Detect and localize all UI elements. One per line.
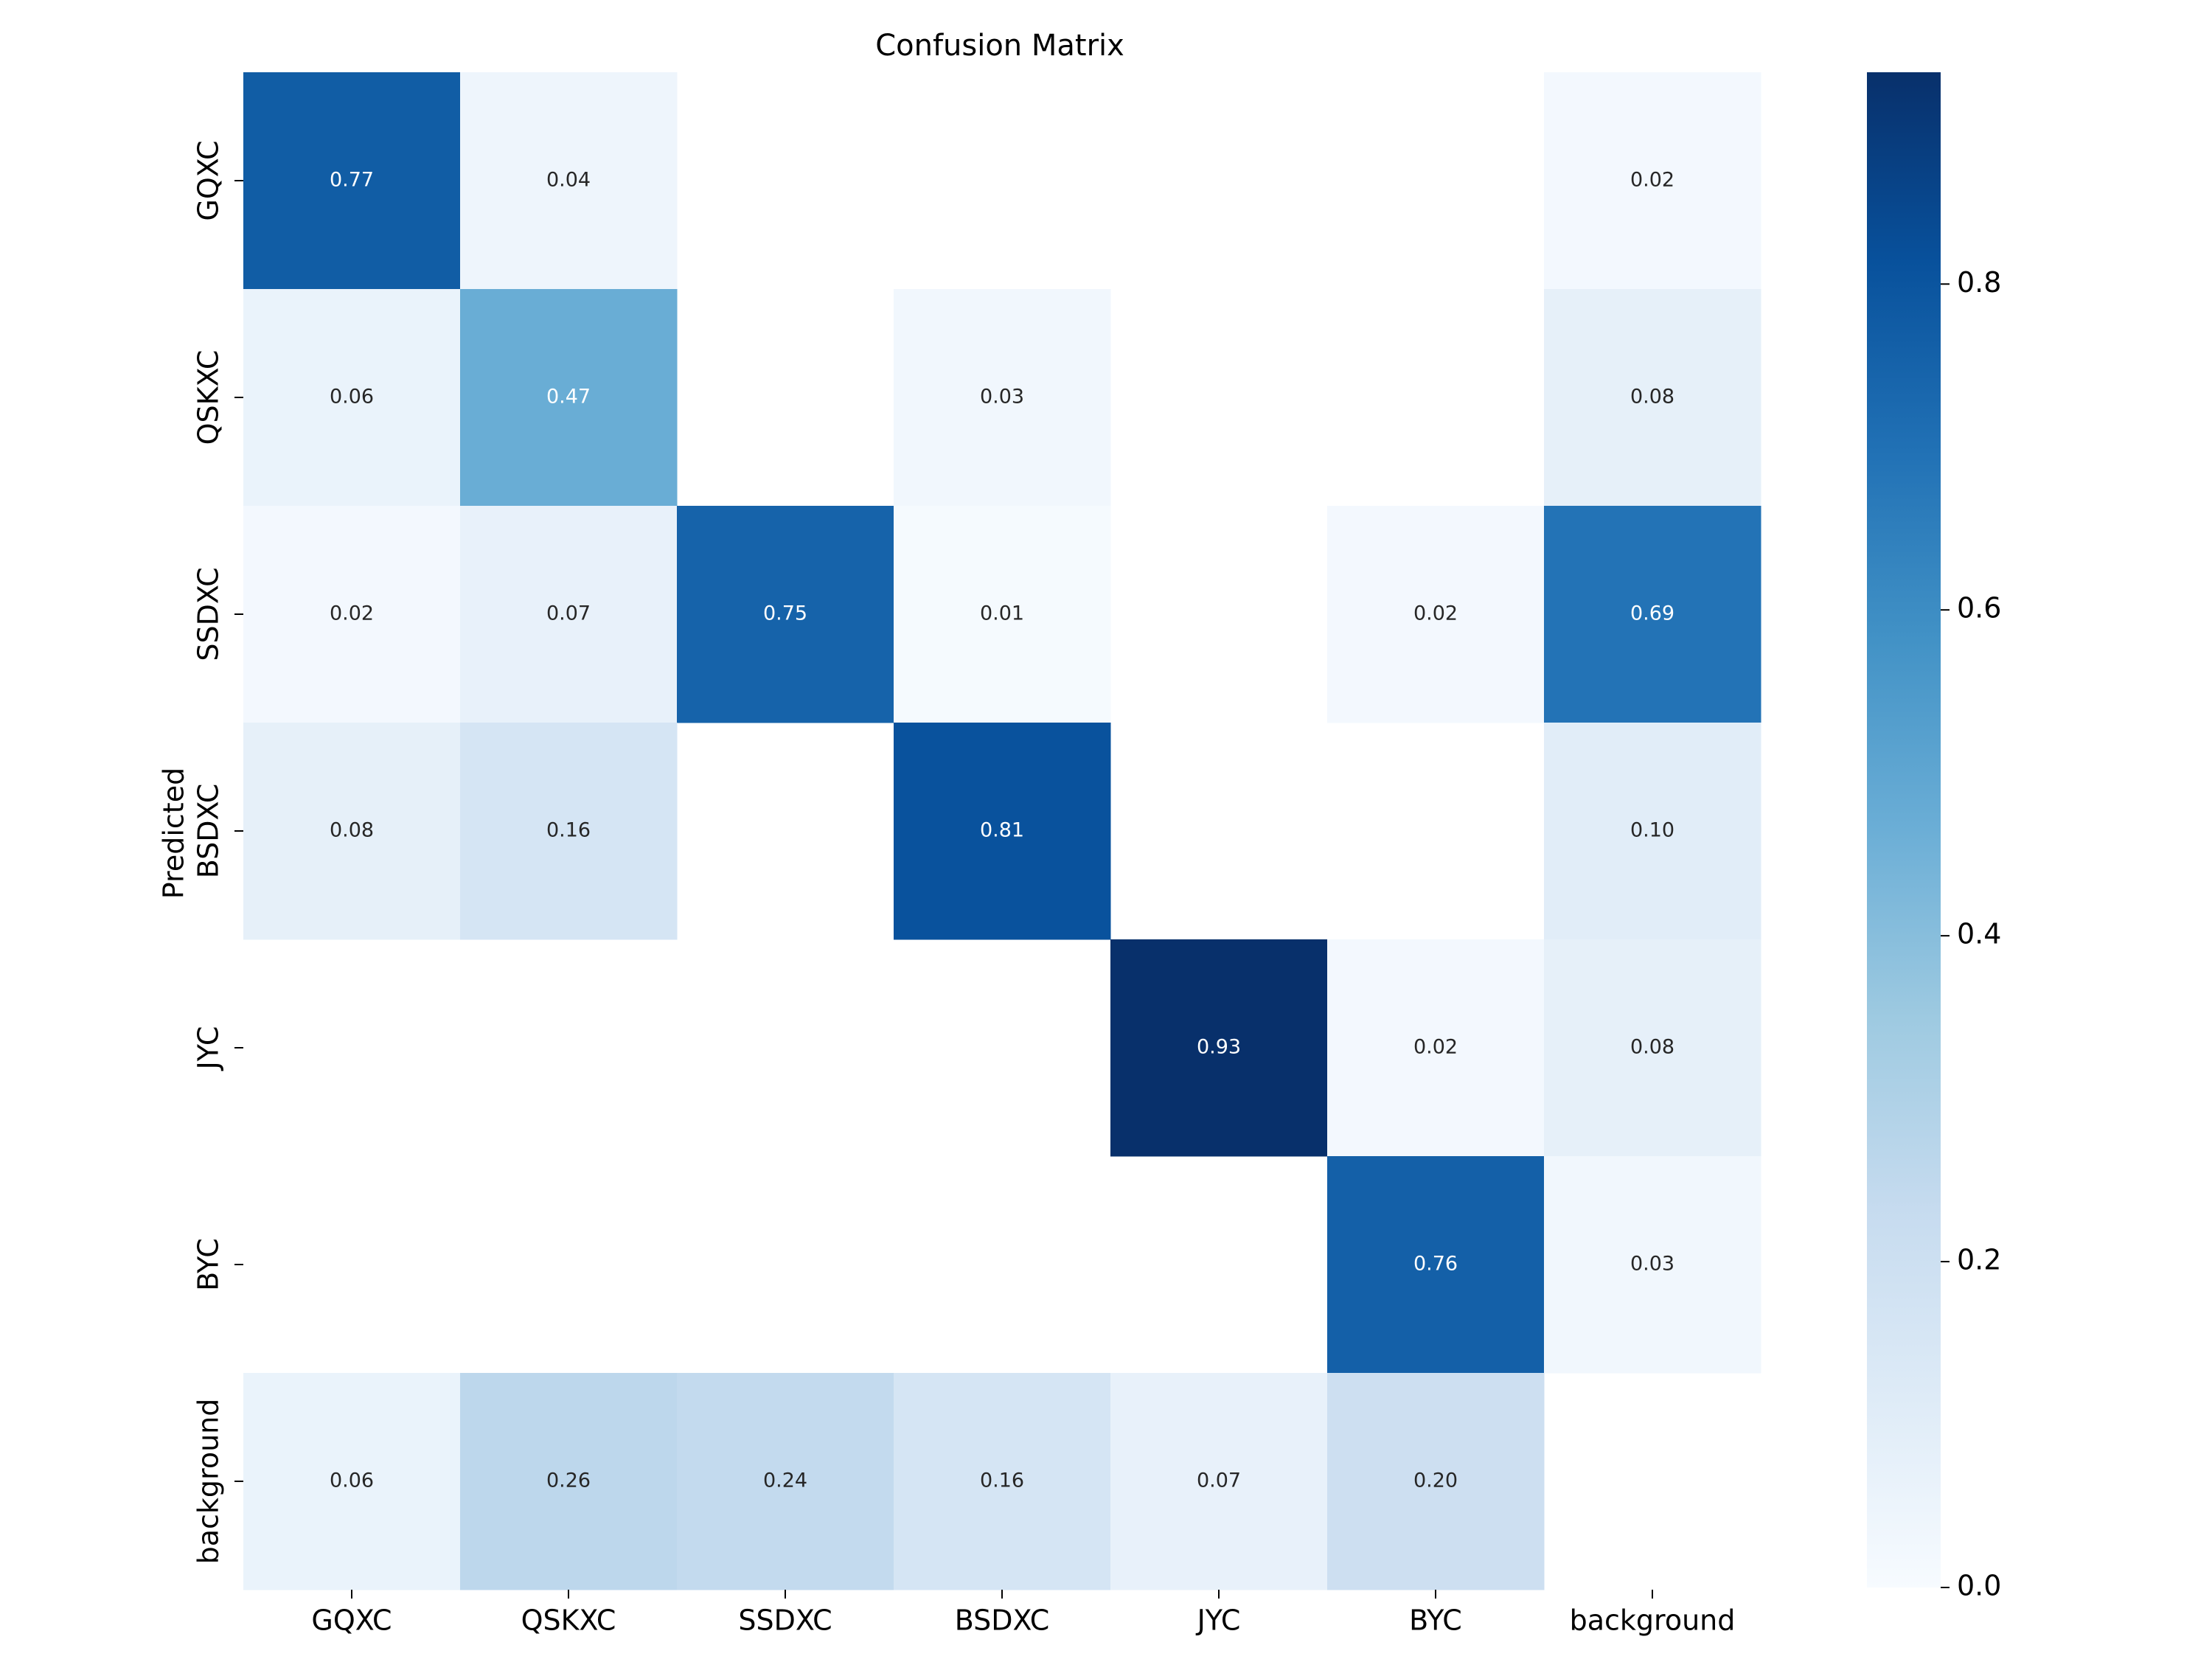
cell-value-label: 0.02: [1630, 169, 1674, 192]
heatmap-cell: [1110, 1373, 1328, 1590]
cell-value-label: 0.08: [330, 819, 374, 842]
y-tick-label: BYC: [192, 1238, 225, 1291]
y-tick-label: GQXC: [192, 140, 225, 220]
heatmap-cell: [1110, 939, 1328, 1157]
cell-value-label: 0.07: [1197, 1470, 1241, 1492]
colorbar: [1867, 72, 1941, 1587]
cell-value-label: 0.24: [763, 1470, 807, 1492]
heatmap-cell: [1544, 723, 1761, 940]
colorbar-ticks: 0.0 0.2 0.4 0.6 0.8: [1941, 266, 2001, 1602]
cell-value-label: 0.03: [980, 386, 1024, 408]
heatmap-cell: [1327, 1156, 1545, 1374]
heatmap-cell-labels: 0.77 0.04 0.02 0.06 0.47 0.03 0.08 0.02 0.07 0.75…: [330, 169, 1674, 1492]
cell-value-label: 0.26: [546, 1470, 591, 1492]
chart-title: Confusion Matrix: [875, 29, 1124, 63]
x-tick-label: BYC: [1409, 1604, 1462, 1637]
cell-value-label: 0.02: [330, 602, 374, 625]
heatmap-cell: [1327, 506, 1545, 723]
y-axis-label: Predicted: [158, 768, 190, 899]
cell-value-label: 0.02: [1413, 602, 1458, 625]
heatmap-cell: [1544, 289, 1761, 507]
cell-value-label: 0.75: [763, 602, 807, 625]
colorbar-tick-label: 0.4: [1957, 918, 2001, 950]
cell-value-label: 0.10: [1630, 819, 1674, 842]
colorbar-tick-label: 0.0: [1957, 1570, 2001, 1602]
x-axis-ticks: GQXC QSKXC SSDXC BSDXC JYC BYC background: [311, 1590, 1735, 1637]
colorbar-tick-label: 0.8: [1957, 266, 2001, 299]
heatmap-cell: [1544, 1156, 1761, 1374]
heatmap-cell: [677, 1373, 894, 1590]
heatmap-cell: [677, 506, 894, 723]
cell-value-label: 0.20: [1413, 1470, 1458, 1492]
x-tick-label: SSDXC: [738, 1604, 832, 1637]
cell-value-label: 0.81: [980, 819, 1024, 842]
heatmap-cell: [894, 289, 1111, 507]
cell-value-label: 0.04: [546, 169, 591, 192]
cell-value-label: 0.06: [330, 1470, 374, 1492]
heatmap-cell: [1544, 939, 1761, 1157]
heatmap-cells: [243, 72, 1761, 1590]
cell-value-label: 0.69: [1630, 602, 1674, 625]
x-tick-label: background: [1570, 1604, 1736, 1637]
heatmap-cell: [243, 72, 461, 290]
x-tick-label: BSDXC: [955, 1604, 1050, 1637]
cell-value-label: 0.93: [1197, 1036, 1241, 1059]
heatmap-cell: [243, 1373, 461, 1590]
y-tick-label: background: [192, 1399, 225, 1565]
heatmap-cell: [460, 506, 678, 723]
cell-value-label: 0.03: [1630, 1253, 1674, 1276]
cell-value-label: 0.01: [980, 602, 1024, 625]
heatmap-cell: [243, 506, 461, 723]
heatmap-cell: [243, 723, 461, 940]
y-tick-label: SSDXC: [192, 567, 225, 661]
heatmap-cell: [460, 72, 678, 290]
heatmap-cell: [1544, 506, 1761, 723]
cell-value-label: 0.76: [1413, 1253, 1458, 1276]
heatmap-cell: [1544, 72, 1761, 290]
cell-value-label: 0.02: [1413, 1036, 1458, 1059]
heatmap-cell: [460, 1373, 678, 1590]
colorbar-tick-label: 0.6: [1957, 592, 2001, 625]
x-tick-label: GQXC: [311, 1604, 392, 1637]
heatmap-cell: [894, 506, 1111, 723]
cell-value-label: 0.08: [1630, 1036, 1674, 1059]
heatmap-cell: [243, 289, 461, 507]
y-tick-label: BSDXC: [192, 784, 225, 879]
heatmap-cell: [460, 289, 678, 507]
y-axis-ticks: GQXC QSKXC SSDXC BSDXC JYC BYC background: [192, 140, 243, 1565]
heatmap-cell: [894, 723, 1111, 940]
cell-value-label: 0.06: [330, 386, 374, 408]
x-tick-label: JYC: [1196, 1604, 1241, 1637]
x-tick-label: QSKXC: [521, 1604, 616, 1637]
heatmap-cell: [894, 1373, 1111, 1590]
cell-value-label: 0.07: [546, 602, 591, 625]
cell-value-label: 0.77: [330, 169, 374, 192]
cell-value-label: 0.16: [546, 819, 591, 842]
heatmap-cell: [1327, 939, 1545, 1157]
cell-value-label: 0.08: [1630, 386, 1674, 408]
y-tick-label: QSKXC: [192, 350, 225, 445]
colorbar-tick-label: 0.2: [1957, 1244, 2001, 1276]
heatmap-cell: [1327, 1373, 1545, 1590]
heatmap-cell: [460, 723, 678, 940]
cell-value-label: 0.47: [546, 386, 591, 408]
y-tick-label: JYC: [192, 1026, 225, 1071]
cell-value-label: 0.16: [980, 1470, 1024, 1492]
